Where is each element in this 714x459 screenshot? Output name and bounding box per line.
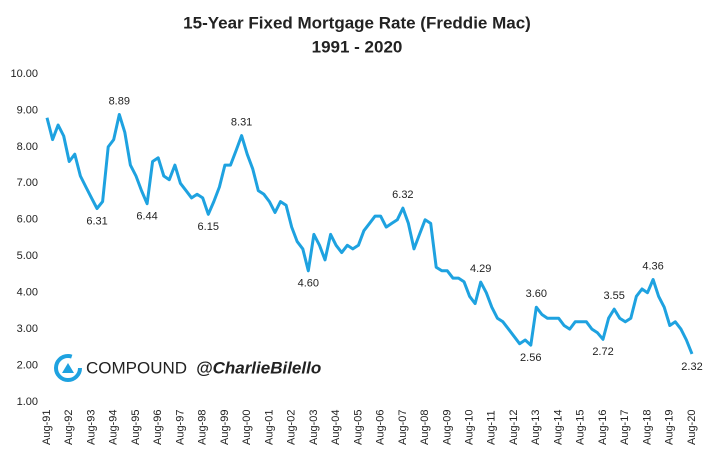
x-tick-label: Aug-09	[441, 410, 453, 445]
data-label: 4.29	[470, 263, 491, 275]
data-label: 6.31	[86, 215, 107, 227]
y-tick-label: 8.00	[17, 141, 38, 153]
x-tick-label: Aug-91	[41, 410, 53, 445]
x-tick-label: Aug-18	[641, 410, 653, 445]
x-tick-label: Aug-20	[686, 410, 698, 445]
x-tick-label: Aug-04	[330, 410, 342, 445]
y-tick-label: 2.00	[17, 359, 38, 371]
y-tick-label: 4.00	[17, 287, 38, 299]
x-tick-label: Aug-98	[197, 410, 209, 445]
x-tick-label: Aug-07	[397, 410, 409, 445]
line	[45, 113, 694, 355]
y-tick-label: 3.00	[17, 323, 38, 335]
x-tick-label: Aug-03	[308, 410, 320, 445]
data-label: 4.60	[298, 278, 319, 290]
data-label: 6.32	[392, 189, 413, 201]
x-tick-label: Aug-00	[241, 410, 253, 445]
x-tick-label: Aug-96	[152, 410, 164, 445]
data-label: 8.31	[231, 116, 252, 128]
x-tick-label: Aug-02	[286, 410, 298, 445]
x-tick-label: Aug-95	[130, 410, 142, 445]
logo-icon	[62, 363, 74, 373]
x-tick-label: Aug-97	[174, 410, 186, 445]
x-tick-label: Aug-13	[530, 410, 542, 445]
data-label: 6.44	[136, 211, 157, 223]
logo: COMPOUND @CharlieBilello	[54, 354, 321, 382]
y-tick-label: 9.00	[17, 104, 38, 116]
x-tick-label: Aug-17	[619, 410, 631, 445]
y-tick-label: 5.00	[17, 250, 38, 262]
brand: COMPOUND	[86, 358, 187, 377]
x-tick-label: Aug-06	[375, 410, 387, 445]
data-label: 6.15	[198, 221, 219, 233]
x-tick-label: Aug-12	[508, 410, 520, 445]
data-label: 2.32	[681, 361, 702, 373]
y-tick-label: 6.00	[17, 214, 38, 226]
data-label: 2.72	[592, 346, 613, 358]
x-tick-label: Aug-01	[263, 410, 275, 445]
data-label: 3.55	[603, 290, 624, 302]
data-label: 8.89	[109, 95, 130, 107]
x-tick-label: Aug-14	[552, 410, 564, 445]
x-tick-label: Aug-94	[108, 410, 120, 445]
x-tick-label: Aug-05	[352, 410, 364, 445]
y-tick-label: 7.00	[17, 177, 38, 189]
y-tick-label: 10.00	[10, 68, 38, 80]
x-tick-label: Aug-16	[597, 410, 609, 445]
data-label: 4.36	[642, 260, 663, 272]
x-tick-label: Aug-15	[575, 410, 587, 445]
x-tick-label: Aug-92	[63, 410, 75, 445]
x-tick-label: Aug-11	[486, 410, 498, 445]
x-tick-label: Aug-99	[219, 410, 231, 445]
y-tick-label: 1.00	[17, 396, 38, 408]
x-tick-label: Aug-93	[85, 410, 97, 445]
chart-subtitle: 1991 - 2020	[312, 37, 403, 56]
x-tick-label: Aug-08	[419, 410, 431, 445]
logo-ring	[54, 354, 82, 382]
chart-title: 15-Year Fixed Mortgage Rate (Freddie Mac…	[183, 13, 531, 32]
data-label: 2.56	[520, 352, 541, 364]
handle: @CharlieBilello	[196, 358, 321, 377]
data-label: 3.60	[526, 288, 547, 300]
x-tick-label: Aug-10	[463, 410, 475, 445]
x-tick-label: Aug-19	[664, 410, 676, 445]
